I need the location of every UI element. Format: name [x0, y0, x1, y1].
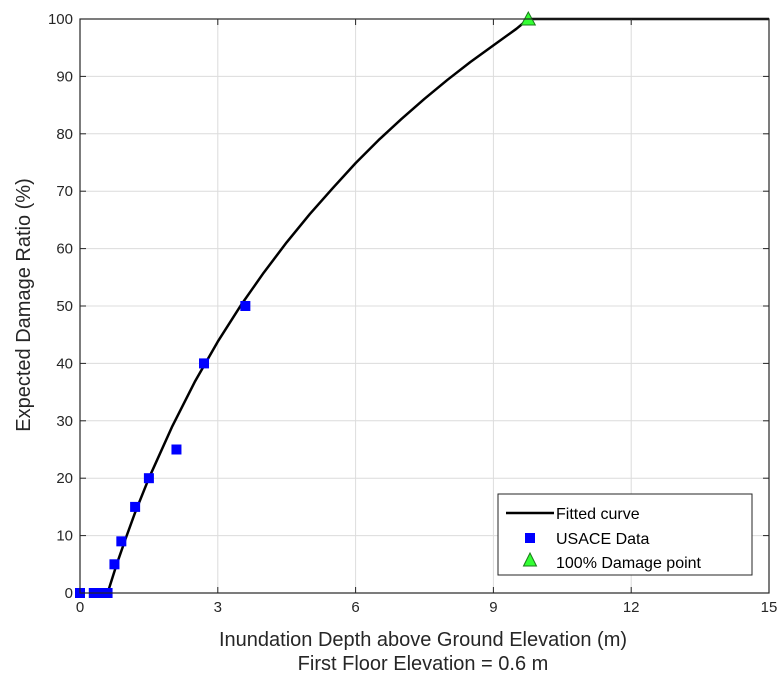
x-tick-label: 6: [351, 599, 359, 616]
legend-label-fitted-curve: Fitted curve: [556, 506, 640, 523]
legend-label-usace-data: USACE Data: [556, 531, 649, 548]
x-tick-label: 9: [489, 599, 497, 616]
y-tick-label: 30: [56, 413, 73, 430]
legend-label-damage-point: 100% Damage point: [556, 555, 702, 572]
usace-data-point: [171, 444, 182, 455]
y-tick-label: 20: [56, 470, 73, 487]
legend: Fitted curve USACE Data 100% Damage poin…: [497, 493, 753, 576]
y-tick-label: 100: [48, 11, 73, 28]
usace-data-point: [199, 358, 210, 369]
x-tick-label: 12: [623, 599, 640, 616]
y-tick-label: 80: [56, 126, 73, 143]
x-tick-label: 0: [76, 599, 84, 616]
usace-data-point: [240, 301, 251, 311]
fitted-curve-line: [106, 17, 769, 594]
usace-data-point: [116, 536, 127, 547]
marker-layer: [75, 10, 537, 598]
y-tick-label: 40: [56, 355, 73, 372]
x-tick-label: 3: [214, 599, 222, 616]
usace-data-point: [109, 559, 120, 570]
tick-labels: 0 3 6 9 12 15 0 10 20 30 40 50 60 70 80 90 100: [48, 11, 777, 616]
y-tick-label: 10: [56, 528, 73, 545]
legend-triangle-swatch: [522, 551, 538, 567]
x-axis-label: Inundation Depth above Ground Elevation …: [219, 629, 627, 651]
y-axis-label: Expected Damage Ratio (%): [13, 178, 35, 431]
legend-box: [497, 493, 753, 576]
grid-lines: [80, 19, 769, 593]
y-tick-label: 90: [56, 68, 73, 85]
usace-data-point: [130, 501, 141, 512]
y-tick-label: 70: [56, 183, 73, 200]
y-tick-label: 50: [56, 298, 73, 315]
x-tick-label: 15: [761, 599, 778, 616]
x-axis-sublabel: First Floor Elevation = 0.6 m: [298, 653, 549, 675]
y-tick-label: 60: [56, 241, 73, 258]
fitted-curve-layer: [106, 17, 769, 594]
legend-square-swatch: [525, 533, 535, 543]
usace-data-point: [143, 473, 154, 484]
axis-ticks: [79, 18, 770, 594]
y-tick-label: 0: [65, 585, 73, 602]
